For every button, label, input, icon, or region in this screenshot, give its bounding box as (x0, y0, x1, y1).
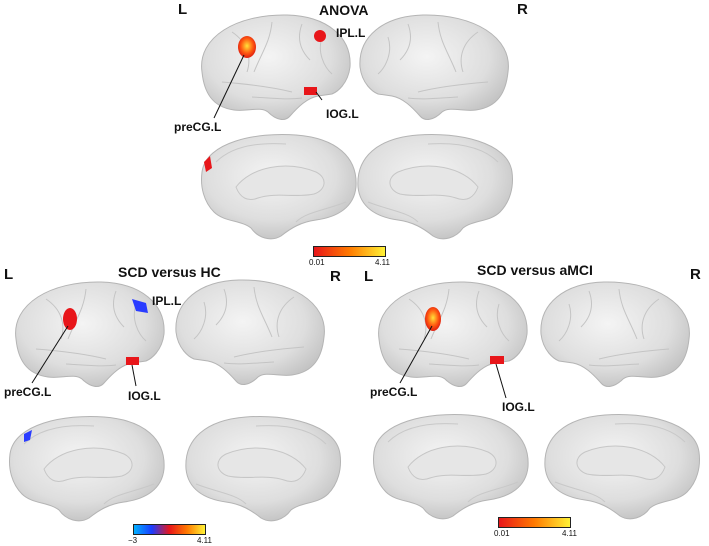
ipl-label: IPL.L (152, 294, 182, 308)
iog-label: IOG.L (128, 389, 161, 403)
left-hemisphere-label: L (178, 1, 188, 18)
iog-label: IOG.L (502, 400, 535, 414)
iog-label: IOG.L (326, 107, 359, 121)
right-hemisphere-label: R (517, 1, 528, 18)
colorbar (498, 517, 571, 528)
panel-title: SCD versus HC (118, 264, 221, 280)
precg-cluster (63, 308, 77, 330)
ipl-cluster (314, 30, 326, 42)
right-hemisphere-label: R (330, 268, 341, 285)
precg-cluster (238, 36, 256, 58)
colorbar-min: −3 (128, 536, 138, 545)
left-hemisphere-label: L (364, 268, 374, 285)
colorbar (133, 524, 206, 535)
iog-cluster (126, 357, 139, 365)
iog-cluster (304, 87, 317, 95)
ipl-cluster (132, 299, 148, 313)
colorbar-min: 0.01 (494, 529, 510, 538)
left-lateral-brain (378, 281, 528, 387)
right-medial-brain (544, 413, 700, 520)
left-medial-brain (373, 413, 529, 520)
iog-cluster (490, 356, 504, 364)
medial-cluster (24, 430, 32, 442)
left-hemisphere-label: L (4, 266, 14, 283)
left-medial-brain (9, 415, 165, 522)
colorbar-min: 0.01 (309, 258, 325, 267)
precg-label: preCG.L (370, 385, 418, 399)
precg-cluster (425, 307, 441, 331)
colorbar (313, 246, 386, 257)
left-medial-brain (201, 133, 357, 240)
panel-title: ANOVA (319, 2, 369, 18)
colorbar-max: 4.11 (562, 529, 577, 538)
colorbar-max: 4.11 (375, 258, 390, 267)
left-lateral-brain (15, 281, 165, 387)
precg-label: preCG.L (4, 385, 52, 399)
panel-title: SCD versus aMCI (477, 262, 593, 278)
ipl-label: IPL.L (336, 26, 366, 40)
right-hemisphere-label: R (690, 266, 701, 283)
colorbar-max: 4.11 (197, 536, 212, 545)
precg-label: preCG.L (174, 120, 222, 134)
left-lateral-brain (201, 14, 351, 120)
medial-cluster (204, 156, 212, 172)
